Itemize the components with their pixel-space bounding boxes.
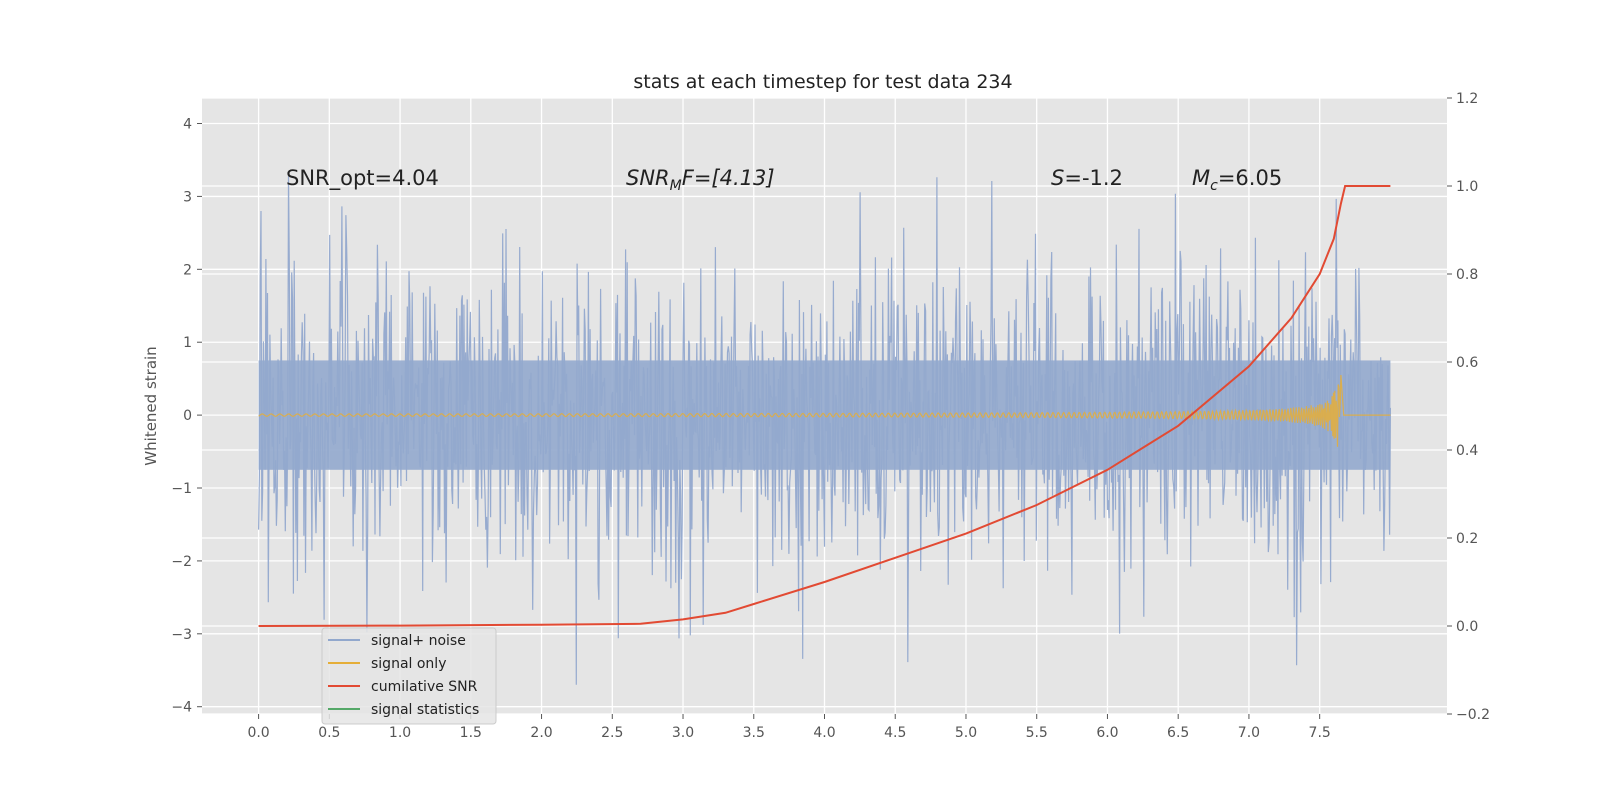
x-tick-label-9: 4.5 <box>884 725 906 741</box>
x-tick-label-12: 6.0 <box>1096 725 1118 741</box>
y-axis-right: −0.2 0.0 0.2 0.4 0.6 0.8 1.0 1.2 <box>1447 91 1490 723</box>
x-tick-label-2: 1.0 <box>389 725 411 741</box>
annotation-skew: S=-1.2 <box>1051 166 1123 190</box>
y2-tick-label-7: 1.2 <box>1456 91 1478 107</box>
x-axis: 0.0 0.5 1.0 1.5 2.0 2.5 3.0 3.5 4.0 4.5 5.0 5.5 6.0 6… <box>247 714 1331 741</box>
y2-tick-label-1: 0.0 <box>1456 619 1478 635</box>
y-tick-label-4: 0 <box>183 408 192 424</box>
legend: signal+ noise signal only cumilative SNR… <box>321 627 497 725</box>
y-tick-label-8: 4 <box>183 117 192 133</box>
legend-label-signal-statistics: signal statistics <box>371 702 479 718</box>
legend-label-signal-only: signal only <box>371 656 446 672</box>
x-tick-label-5: 2.5 <box>601 725 623 741</box>
annotation-skew-main: S <box>1051 166 1064 190</box>
annotation-snr-mf: SNRMF=[4.13] <box>626 166 775 194</box>
annotation-chirp-mass: Mc=6.05 <box>1192 166 1282 194</box>
x-tick-label-11: 5.5 <box>1026 725 1048 741</box>
x-tick-label-4: 2.0 <box>530 725 552 741</box>
annotation-snr-mf-sub: M <box>670 178 682 194</box>
annotation-chirp-mass-main: M <box>1192 166 1210 190</box>
x-tick-label-7: 3.5 <box>743 725 765 741</box>
cumulative-snr-line <box>258 185 1391 627</box>
y-tick-label-3: −1 <box>171 481 192 497</box>
x-tick-label-13: 6.5 <box>1167 725 1189 741</box>
y-tick-label-6: 2 <box>183 262 192 278</box>
y-tick-label-5: 1 <box>183 335 192 351</box>
y2-tick-label-0: −0.2 <box>1456 707 1490 723</box>
x-tick-label-8: 4.0 <box>813 725 835 741</box>
x-tick-label-6: 3.0 <box>672 725 694 741</box>
y2-tick-label-2: 0.2 <box>1456 531 1478 547</box>
y2-tick-label-6: 1.0 <box>1456 179 1478 195</box>
y2-tick-label-4: 0.6 <box>1456 355 1478 371</box>
x-tick-label-1: 0.5 <box>318 725 340 741</box>
chart-title: stats at each timestep for test data 234 <box>633 71 1012 93</box>
legend-label-signal-noise: signal+ noise <box>371 633 466 649</box>
x-tick-label-0: 0.0 <box>247 725 269 741</box>
signal-only-line <box>258 374 1391 447</box>
y2-tick-label-3: 0.4 <box>1456 443 1478 459</box>
y-tick-label-2: −2 <box>171 554 192 570</box>
annotation-snr-mf-rest: F=[4.13] <box>682 166 775 190</box>
annotation-snr-mf-main: SNR <box>626 166 670 190</box>
cumulative-snr-series <box>258 185 1391 627</box>
annotation-skew-rest: =-1.2 <box>1064 166 1123 190</box>
y-tick-label-7: 3 <box>183 189 192 205</box>
y-tick-label-0: −4 <box>171 700 192 716</box>
annotation-snr-opt: SNR_opt=4.04 <box>286 166 439 191</box>
x-tick-label-14: 7.0 <box>1238 725 1260 741</box>
x-tick-label-15: 7.5 <box>1309 725 1331 741</box>
y-axis-left: −4 −3 −2 −1 0 1 2 3 4 <box>171 117 202 716</box>
annotation-chirp-mass-rest: =6.05 <box>1218 166 1282 190</box>
legend-box <box>321 627 497 725</box>
legend-label-cumulative-snr: cumilative SNR <box>371 679 478 695</box>
x-tick-label-3: 1.5 <box>460 725 482 741</box>
annotation-chirp-mass-sub: c <box>1210 178 1218 194</box>
signal-only-series <box>258 374 1391 447</box>
y-axis-label: Whitened strain <box>142 346 160 465</box>
y-tick-label-1: −3 <box>171 627 192 643</box>
x-tick-label-10: 5.0 <box>955 725 977 741</box>
y2-tick-label-5: 0.8 <box>1456 267 1478 283</box>
